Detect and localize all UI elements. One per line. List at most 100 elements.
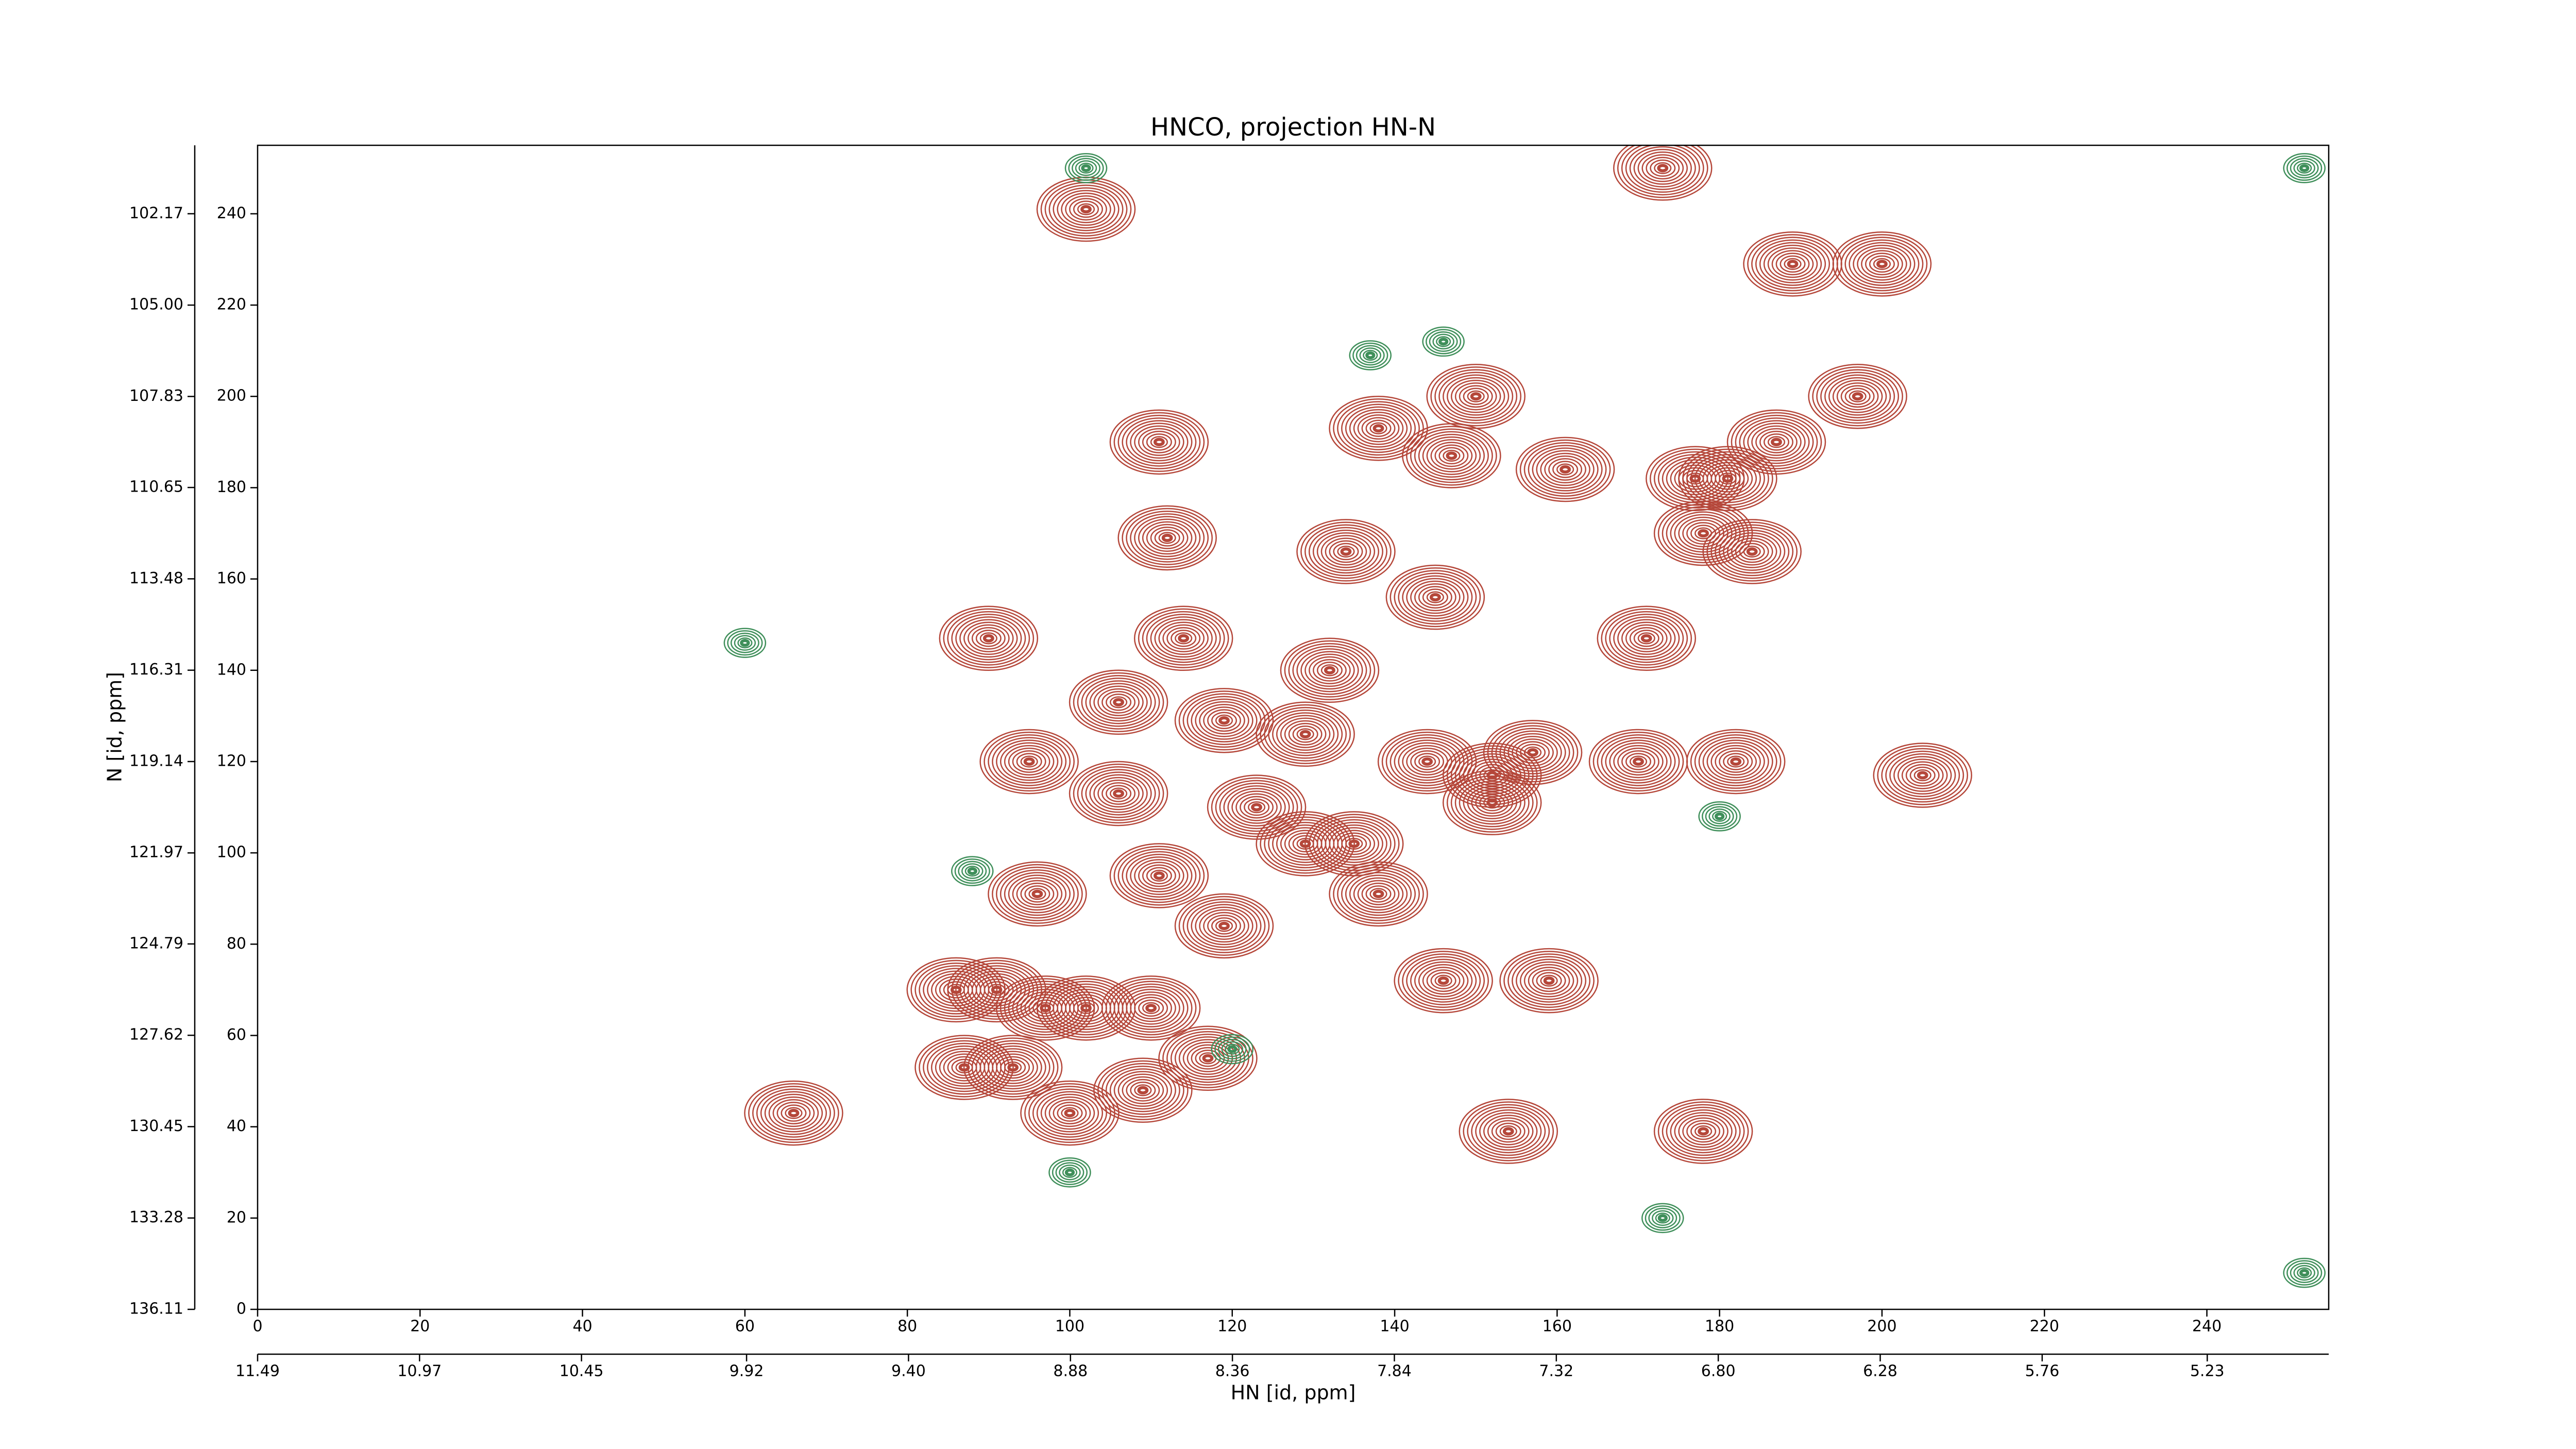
contour-line [2283,1257,2326,1288]
contour-line [1479,794,1505,812]
contour-line [1475,1109,1542,1154]
contour-line [1434,369,1518,424]
contour-line [1755,239,1831,289]
contour-line [1320,664,1339,677]
contour-line [914,962,998,1017]
contour-line [1369,422,1387,434]
contour-line [1353,411,1404,445]
contour-line [1004,981,1087,1036]
contour-line [1142,611,1225,666]
contour-line [1394,739,1461,784]
contour-line [1905,764,1940,787]
contour-line [1812,366,1903,427]
contour-line [1605,611,1688,666]
contour-line [1304,653,1355,687]
x-tick-label: 220 [2030,1318,2059,1336]
contour-line [1134,425,1184,459]
contour-line [1418,964,1469,998]
peak [1743,231,1842,297]
peak [1515,436,1615,502]
contour-line [1723,753,1749,770]
contour-line [1073,200,1099,218]
contour-line [951,856,994,886]
hn-tick-label: 6.28 [1863,1362,1897,1380]
contour-line [1540,452,1590,486]
contour-line [1454,382,1497,411]
contour-line [1171,630,1197,647]
peak [1349,340,1392,370]
contour-line [1215,714,1233,727]
contour-line [1097,1060,1189,1120]
contour-line [1345,406,1412,450]
contour-line [1349,874,1408,914]
contour-line [988,1051,1038,1084]
contour-line [1706,742,1765,781]
contour-line [1055,1162,1084,1183]
contour-line [1787,260,1799,268]
contour-line [1865,252,1899,276]
contour-line [1678,1115,1728,1148]
contour-line [1333,543,1359,561]
contour-line [1739,543,1765,561]
contour-line [939,605,1039,671]
contour-line [1231,790,1282,824]
contour-line [1495,728,1570,777]
contour-line [1138,518,1197,558]
contour-line [1309,656,1351,684]
peak [1402,423,1501,488]
contour-line [1426,591,1444,603]
contour-line [1113,412,1205,472]
x-tick-label: 0 [252,1318,262,1336]
contour-line [737,637,753,649]
contour-line [1146,867,1172,885]
contour-line [1436,336,1451,347]
contour-line [1515,436,1615,502]
contour-line [1486,771,1498,780]
contour-line [1633,148,1692,188]
contour-line [1503,733,1562,772]
peak [1613,145,1713,201]
contour-line [760,1091,827,1135]
contour-line [1117,848,1201,903]
hn-tick-label: 8.36 [1215,1362,1250,1380]
contour-line [2297,162,2312,174]
hn-tick-label: 9.92 [730,1362,764,1380]
contour-line [1178,690,1270,751]
contour-line [1004,745,1055,779]
contour-line [1528,445,1603,494]
contour-line [1240,796,1274,819]
contour-line [1048,1099,1091,1127]
contour-line [1654,162,1672,174]
x-tick-label: 20 [410,1318,430,1336]
contour-line [979,729,1079,795]
contour-line [1357,880,1400,908]
contour-line [1650,159,1676,177]
contour-line [1105,1066,1180,1115]
contour-line [1024,1083,1115,1143]
contour-line [1069,669,1168,735]
contour-line [1313,659,1347,682]
contour-line [1057,190,1115,229]
contour-line [1081,678,1156,727]
contour-line [1300,521,1392,582]
hn-tick-label: 10.45 [560,1362,604,1380]
contour-line [2297,1267,2312,1278]
contour-line [1512,956,1587,1005]
contour-line [2299,1269,2310,1277]
contour-line [1519,439,1611,500]
contour-line [1438,338,1449,346]
contour-line [1024,885,1050,903]
x-tick-label: 100 [1055,1318,1084,1336]
contour-line [1470,392,1482,401]
chart-title: HNCO, projection HN-N [1150,113,1436,142]
contour-line [1126,510,1209,565]
contour-line [1004,872,1071,916]
contour-line [1690,525,1717,542]
peak [1296,519,1396,584]
peak [1329,395,1428,461]
contour-line [995,866,1079,921]
contour-line [1134,516,1201,560]
peak [2283,1257,2326,1288]
contour-line [1486,798,1498,807]
contour-line [1280,637,1380,703]
